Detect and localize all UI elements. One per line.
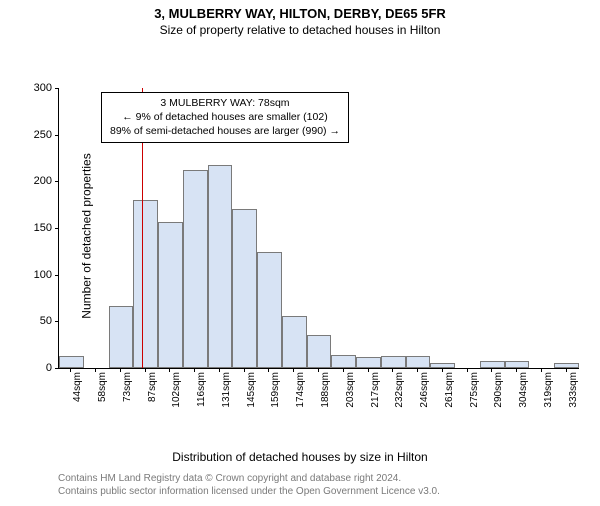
x-tick-label: 188sqm bbox=[320, 372, 331, 416]
y-tick-label: 250 bbox=[22, 129, 52, 141]
x-tick-mark bbox=[343, 368, 344, 372]
histogram-bar bbox=[133, 200, 158, 368]
histogram-bar bbox=[406, 356, 431, 368]
y-tick-mark bbox=[55, 321, 59, 322]
y-tick-label: 100 bbox=[22, 269, 52, 281]
x-tick-mark bbox=[392, 368, 393, 372]
x-tick-mark bbox=[467, 368, 468, 372]
y-tick-mark bbox=[55, 368, 59, 369]
x-tick-label: 203sqm bbox=[345, 372, 356, 416]
histogram-bar bbox=[109, 306, 134, 368]
x-tick-mark bbox=[268, 368, 269, 372]
x-tick-mark bbox=[194, 368, 195, 372]
x-tick-label: 232sqm bbox=[394, 372, 405, 416]
x-tick-label: 261sqm bbox=[444, 372, 455, 416]
histogram-bar bbox=[208, 165, 233, 368]
x-tick-mark bbox=[169, 368, 170, 372]
x-tick-label: 159sqm bbox=[270, 372, 281, 416]
y-tick-mark bbox=[55, 88, 59, 89]
x-tick-mark bbox=[318, 368, 319, 372]
x-tick-mark bbox=[120, 368, 121, 372]
plot-inner: 3 MULBERRY WAY: 78sqm← 9% of detached ho… bbox=[58, 88, 579, 369]
x-tick-label: 304sqm bbox=[518, 372, 529, 416]
x-tick-label: 44sqm bbox=[72, 372, 83, 416]
plot-region: 3 MULBERRY WAY: 78sqm← 9% of detached ho… bbox=[58, 88, 578, 418]
x-tick-label: 131sqm bbox=[221, 372, 232, 416]
y-tick-mark bbox=[55, 135, 59, 136]
x-tick-mark bbox=[95, 368, 96, 372]
histogram-bar bbox=[381, 356, 406, 368]
footer-line-1: Contains HM Land Registry data © Crown c… bbox=[58, 472, 440, 485]
histogram-bar bbox=[430, 363, 455, 368]
x-tick-mark bbox=[244, 368, 245, 372]
histogram-bar bbox=[307, 335, 332, 368]
footer-attribution: Contains HM Land Registry data © Crown c… bbox=[58, 472, 440, 498]
x-tick-mark bbox=[145, 368, 146, 372]
annotation-line-1: 3 MULBERRY WAY: 78sqm bbox=[110, 96, 340, 110]
y-tick-label: 200 bbox=[22, 175, 52, 187]
annotation-box: 3 MULBERRY WAY: 78sqm← 9% of detached ho… bbox=[101, 92, 349, 143]
x-tick-mark bbox=[417, 368, 418, 372]
x-tick-mark bbox=[70, 368, 71, 372]
x-tick-label: 319sqm bbox=[543, 372, 554, 416]
y-tick-mark bbox=[55, 228, 59, 229]
histogram-bar bbox=[257, 252, 282, 368]
annotation-line-2: ← 9% of detached houses are smaller (102… bbox=[110, 110, 340, 124]
y-tick-mark bbox=[55, 275, 59, 276]
x-tick-label: 246sqm bbox=[419, 372, 430, 416]
x-tick-label: 217sqm bbox=[370, 372, 381, 416]
x-tick-mark bbox=[491, 368, 492, 372]
y-tick-label: 150 bbox=[22, 222, 52, 234]
x-tick-label: 73sqm bbox=[122, 372, 133, 416]
x-tick-label: 290sqm bbox=[493, 372, 504, 416]
x-tick-mark bbox=[442, 368, 443, 372]
x-tick-label: 58sqm bbox=[97, 372, 108, 416]
x-tick-label: 275sqm bbox=[469, 372, 480, 416]
x-tick-mark bbox=[368, 368, 369, 372]
chart-title-sub: Size of property relative to detached ho… bbox=[0, 23, 600, 37]
y-tick-label: 300 bbox=[22, 82, 52, 94]
x-tick-label: 145sqm bbox=[246, 372, 257, 416]
footer-line-2: Contains public sector information licen… bbox=[58, 485, 440, 498]
chart-title-main: 3, MULBERRY WAY, HILTON, DERBY, DE65 5FR bbox=[0, 6, 600, 21]
x-tick-label: 116sqm bbox=[196, 372, 207, 416]
x-tick-label: 87sqm bbox=[147, 372, 158, 416]
histogram-bar bbox=[59, 356, 84, 368]
histogram-bar bbox=[554, 363, 579, 368]
x-tick-label: 333sqm bbox=[568, 372, 579, 416]
histogram-bar bbox=[480, 361, 505, 368]
x-axis-label: Distribution of detached houses by size … bbox=[0, 450, 600, 464]
histogram-bar bbox=[282, 316, 307, 368]
x-tick-label: 102sqm bbox=[171, 372, 182, 416]
histogram-bar bbox=[158, 222, 183, 368]
histogram-bar bbox=[232, 209, 257, 368]
y-tick-label: 50 bbox=[22, 315, 52, 327]
histogram-bar bbox=[183, 170, 208, 368]
y-tick-mark bbox=[55, 181, 59, 182]
x-tick-mark bbox=[516, 368, 517, 372]
x-tick-mark bbox=[566, 368, 567, 372]
x-tick-mark bbox=[541, 368, 542, 372]
histogram-bar bbox=[331, 355, 356, 368]
chart-area: Number of detached properties 3 MULBERRY… bbox=[0, 46, 600, 426]
x-tick-mark bbox=[219, 368, 220, 372]
histogram-bar bbox=[356, 357, 381, 368]
x-tick-mark bbox=[293, 368, 294, 372]
y-tick-label: 0 bbox=[22, 362, 52, 374]
annotation-line-3: 89% of semi-detached houses are larger (… bbox=[110, 124, 340, 138]
x-tick-label: 174sqm bbox=[295, 372, 306, 416]
